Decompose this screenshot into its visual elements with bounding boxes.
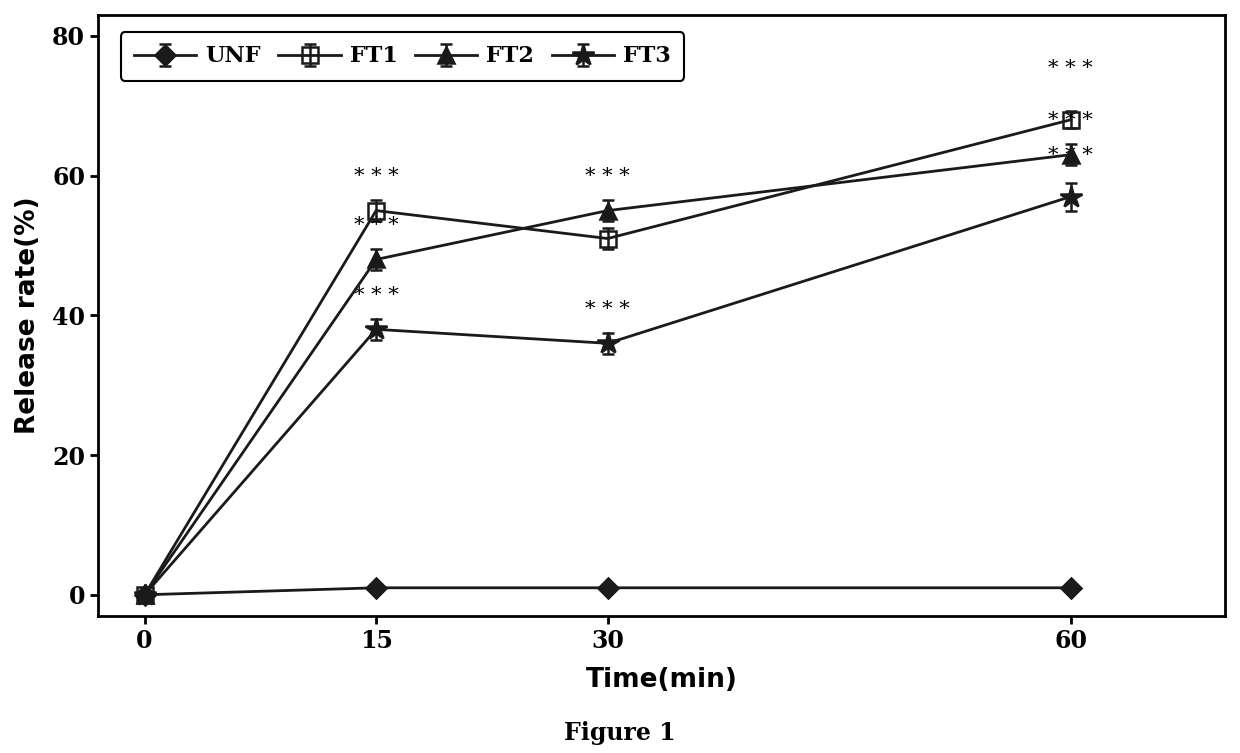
- Text: * * *: * * *: [585, 300, 630, 319]
- Text: * * *: * * *: [1048, 111, 1092, 130]
- Text: * * *: * * *: [353, 286, 398, 305]
- Text: * * *: * * *: [1048, 146, 1092, 165]
- Text: * * *: * * *: [353, 167, 398, 186]
- Text: * * *: * * *: [585, 167, 630, 186]
- Legend: UNF, FT1, FT2, FT3: UNF, FT1, FT2, FT3: [120, 32, 684, 81]
- Text: * * *: * * *: [1048, 59, 1092, 78]
- X-axis label: Time(min): Time(min): [585, 667, 738, 693]
- Y-axis label: Release rate(%): Release rate(%): [15, 197, 41, 434]
- Text: * * *: * * *: [353, 216, 398, 235]
- Text: Figure 1: Figure 1: [564, 721, 676, 745]
